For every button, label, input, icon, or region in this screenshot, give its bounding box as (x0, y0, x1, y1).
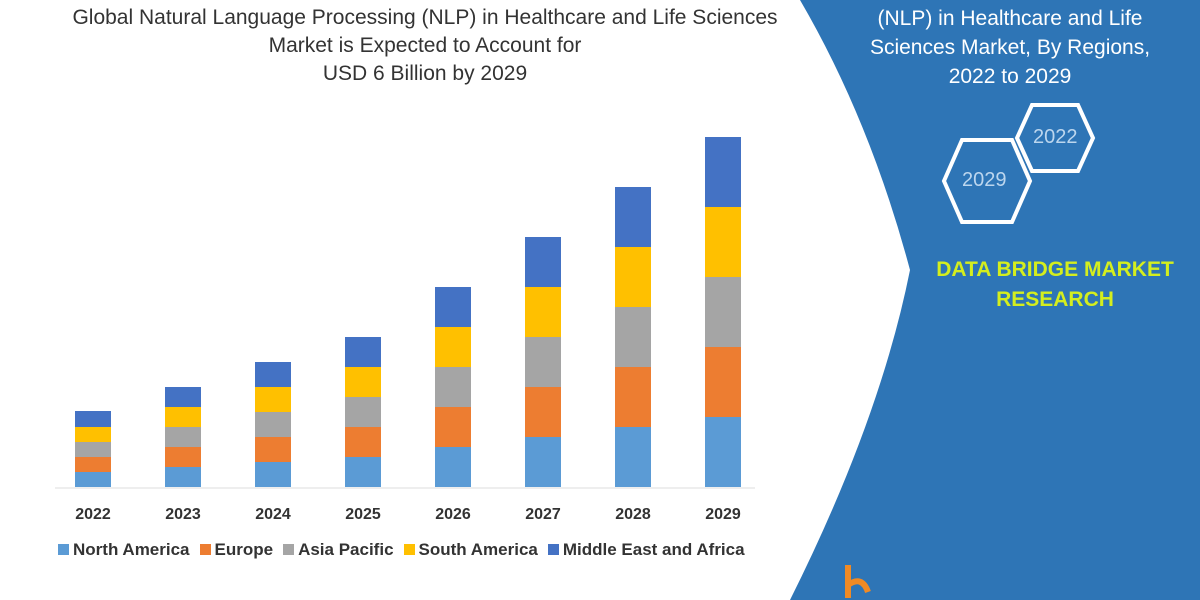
side-title-line: 2022 to 2029 (948, 65, 1072, 88)
legend-swatch (58, 544, 69, 555)
bar-segment-2022-1 (75, 457, 111, 472)
bar-segment-2024-4 (255, 362, 291, 387)
x-tick-label: 2029 (705, 506, 741, 523)
bar-segment-2023-1 (165, 447, 201, 467)
legend-label: South America (418, 540, 538, 559)
bar-segment-2029-3 (705, 207, 741, 277)
legend-label: Asia Pacific (298, 540, 394, 559)
bar-segment-2029-4 (705, 137, 741, 207)
title-line: Market is Expected to Account for (268, 34, 582, 57)
x-tick-label: 2025 (345, 506, 381, 523)
x-tick-label: 2023 (165, 506, 201, 523)
bar-segment-2027-0 (525, 437, 561, 487)
bar-segment-2024-0 (255, 462, 291, 487)
x-tick-label: 2024 (255, 506, 291, 523)
bar-segment-2025-0 (345, 457, 381, 487)
legend: North America Europe Asia Pacific South Ame… (58, 540, 745, 560)
bar-segment-2023-4 (165, 387, 201, 407)
hexagon-2029 (941, 138, 1033, 224)
blue-panel (790, 0, 1200, 600)
chart-title: Global Natural Language Processing (NLP)… (30, 4, 820, 88)
legend-item: Middle East and Africa (547, 540, 745, 560)
legend-item: Asia Pacific (283, 540, 394, 560)
bar-segment-2025-1 (345, 427, 381, 457)
bar-segment-2028-2 (615, 307, 651, 367)
side-title-line: (NLP) in Healthcare and Life (877, 7, 1143, 30)
legend-label: Middle East and Africa (562, 540, 745, 559)
legend-item: North America (58, 540, 190, 560)
bar-segment-2026-0 (435, 447, 471, 487)
x-tick-labels: 2022 2023 2024 2025 2026 2027 2028 2029 (75, 506, 741, 523)
bar-segment-2029-1 (705, 347, 741, 417)
x-tick-label: 2022 (75, 506, 111, 523)
legend-item: Europe (199, 540, 274, 560)
brand-line: DATA BRIDGE MARKET (936, 258, 1174, 281)
bar-segment-2027-3 (525, 287, 561, 337)
hexagon-label-2022: 2022 (1033, 126, 1078, 148)
bar-segment-2028-4 (615, 187, 651, 247)
logo (845, 565, 871, 598)
bar-segment-2026-4 (435, 287, 471, 327)
bar-segment-2025-4 (345, 337, 381, 367)
legend-label: North America (73, 540, 190, 559)
title-line: Global Natural Language Processing (NLP)… (72, 6, 778, 29)
hexagon-2022 (1014, 103, 1096, 173)
bar-segment-2022-2 (75, 442, 111, 457)
bar-segment-2028-1 (615, 367, 651, 427)
bar-segment-2024-1 (255, 437, 291, 462)
brand-name: DATA BRIDGE MARKET RESEARCH (905, 255, 1200, 315)
x-tick-label: 2026 (435, 506, 471, 523)
bar-segment-2022-4 (75, 411, 111, 427)
legend-item: South America (403, 540, 538, 560)
bar-segment-2027-4 (525, 237, 561, 287)
bar-segment-2023-3 (165, 407, 201, 427)
bar-segment-2022-3 (75, 427, 111, 442)
bar-segment-2024-3 (255, 387, 291, 412)
bar-segment-2028-0 (615, 427, 651, 487)
bar-segment-2023-2 (165, 427, 201, 447)
bar-segment-2027-2 (525, 337, 561, 387)
bar-segment-2029-0 (705, 417, 741, 487)
legend-label: Europe (214, 540, 274, 559)
bar-segment-2029-2 (705, 277, 741, 347)
title-line: USD 6 Billion by 2029 (322, 62, 528, 85)
hexagon-label-2029: 2029 (962, 169, 1007, 191)
bar-segment-2026-2 (435, 367, 471, 407)
bar-segment-2025-3 (345, 367, 381, 397)
bar-segment-2027-1 (525, 387, 561, 437)
bar-segment-2026-3 (435, 327, 471, 367)
bar-segment-2024-2 (255, 412, 291, 437)
brand-line: RESEARCH (996, 288, 1114, 311)
legend-swatch (547, 544, 559, 555)
legend-swatch (403, 544, 415, 555)
bar-segment-2025-2 (345, 397, 381, 427)
bar-segment-2022-0 (75, 472, 111, 487)
x-tick-label: 2028 (615, 506, 651, 523)
bar-segment-2026-1 (435, 407, 471, 447)
legend-swatch (199, 544, 211, 555)
side-title: (NLP) in Healthcare and Life Sciences Ma… (830, 4, 1190, 91)
x-tick-label: 2027 (525, 506, 561, 523)
bar-segment-2023-0 (165, 467, 201, 487)
side-title-line: Sciences Market, By Regions, (869, 36, 1151, 59)
legend-swatch (283, 544, 295, 555)
bar-segment-2028-3 (615, 247, 651, 307)
bars (75, 137, 741, 487)
